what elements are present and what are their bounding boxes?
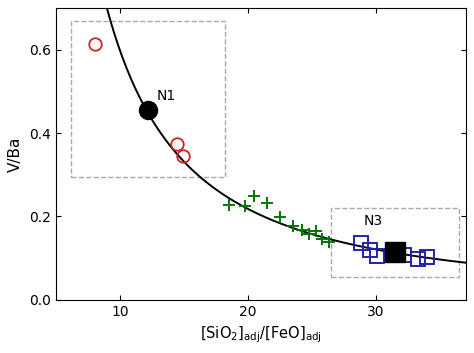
Bar <box>71 21 225 177</box>
Bar <box>331 208 459 277</box>
Text: N1: N1 <box>157 89 176 103</box>
X-axis label: $[\mathrm{SiO_2}]_{\mathrm{adj}}/[\mathrm{FeO}]_{\mathrm{adj}}$: $[\mathrm{SiO_2}]_{\mathrm{adj}}/[\mathr… <box>200 324 321 345</box>
Y-axis label: V/Ba: V/Ba <box>9 136 23 172</box>
Text: N3: N3 <box>363 214 383 228</box>
